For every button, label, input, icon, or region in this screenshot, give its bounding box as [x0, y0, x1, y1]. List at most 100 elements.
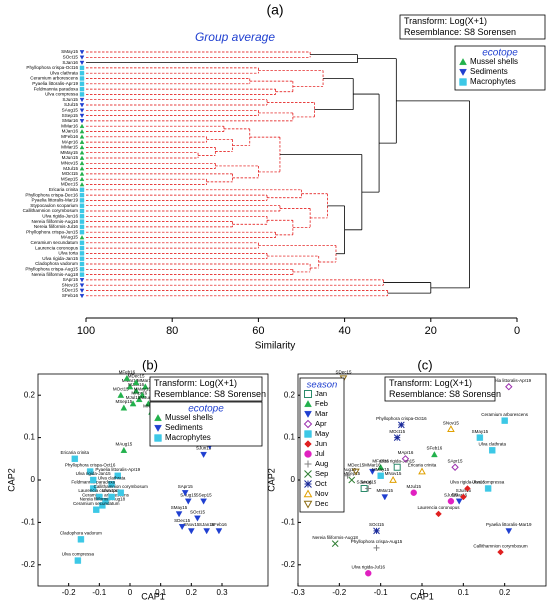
- leaf-label: Phyllophora crispa-Jun15: [26, 229, 78, 234]
- point: [447, 425, 455, 433]
- point: [365, 570, 372, 577]
- point-label: MNov15: [385, 471, 402, 476]
- leaf-label: Cladophora vadorum: [35, 261, 78, 266]
- leaf-label: Pyaelia littoralis-Mar19: [32, 198, 79, 203]
- legend-marker: [304, 400, 312, 407]
- point: [410, 489, 417, 496]
- x-tick-label: 0: [128, 588, 133, 597]
- point-label: MFeb16: [119, 369, 136, 374]
- leaf-label: Ulva torta: [58, 251, 78, 256]
- info-text: Resemblance: S8 Sorensen: [154, 389, 266, 399]
- point-label: Ericaria crinita: [408, 463, 437, 468]
- point-label: Ulva rigida-Jul16: [352, 564, 386, 569]
- leaf-marker: [79, 278, 85, 283]
- point: [373, 527, 380, 535]
- point: [135, 396, 143, 403]
- point: [451, 463, 459, 471]
- point: [455, 498, 463, 505]
- point: [175, 511, 183, 518]
- leaf-marker: [79, 182, 85, 187]
- point: [418, 467, 426, 475]
- point: [120, 446, 128, 453]
- leaf-label: MMay15: [60, 150, 78, 155]
- leaf-label: Nereia filiformis-Aug18: [32, 272, 79, 277]
- point: [114, 472, 121, 479]
- legend-label: Macrophytes: [470, 77, 516, 86]
- legend-label: Mar: [315, 409, 328, 418]
- point-label: MAug15: [115, 442, 132, 447]
- point: [352, 468, 360, 476]
- point: [86, 468, 94, 475]
- y-tick-label: 0.1: [284, 433, 296, 442]
- point: [117, 489, 124, 496]
- point: [460, 493, 467, 501]
- leaf-label: SFeb16: [62, 293, 79, 298]
- leaf-marker: [79, 139, 85, 144]
- legend-marker: [154, 414, 162, 421]
- point: [397, 421, 405, 429]
- point: [200, 498, 207, 505]
- point-label: Nereia filiformis-Aug18: [312, 535, 358, 540]
- leaf-label: Nereia filiformis-Jul16: [34, 224, 79, 229]
- info-text: Resemblance: S8 Sorensen: [404, 27, 516, 37]
- point-label: Ceramium secundatum: [73, 501, 120, 506]
- leaf-marker: [79, 108, 85, 113]
- point: [484, 485, 492, 492]
- point: [120, 404, 128, 411]
- leaf-marker: [79, 92, 85, 97]
- legend-label: Apr: [315, 419, 327, 428]
- leaf-label: Phyllophora crispa-Oct16: [26, 65, 78, 70]
- point-label: Ulva clathrata: [98, 475, 126, 480]
- leaf-label: MMar15: [61, 145, 78, 150]
- point-label: SMar16: [451, 492, 467, 497]
- leaf-marker: [79, 144, 85, 150]
- point: [96, 493, 103, 501]
- leaf-marker: [79, 113, 85, 119]
- leaf-marker: [79, 65, 85, 71]
- info-text: Transform: Log(X+1): [389, 378, 472, 388]
- point: [90, 485, 97, 492]
- point-label: MMar15: [377, 488, 394, 493]
- point-label: MMar15: [137, 378, 154, 383]
- legend-marker: [303, 419, 313, 429]
- point-label: SMay15: [171, 505, 188, 510]
- point-label: Ulva clathrata: [479, 442, 507, 447]
- point: [203, 528, 211, 535]
- leaf-marker: [79, 134, 85, 139]
- y-tick-label: -0.1: [281, 518, 295, 527]
- leaf-label: SMay15: [61, 49, 78, 54]
- leaf-marker: [79, 208, 85, 214]
- leaf-label: Ulva clathrata: [50, 70, 79, 75]
- leaf-label: SApr15: [63, 277, 79, 282]
- point: [476, 434, 484, 441]
- point: [108, 481, 115, 488]
- leaf-label: MSep15: [61, 176, 79, 181]
- legend-label: Jul: [315, 449, 325, 458]
- leaf-label: MJun15: [62, 155, 79, 160]
- point-label: MJun15: [140, 395, 157, 400]
- point: [431, 451, 438, 458]
- x-axis-label: CAP1: [141, 591, 165, 601]
- leaf-label: Ericaria crinita: [49, 187, 79, 192]
- leaf-label: Ceramium arborescens: [30, 76, 78, 81]
- point-label: MMay15: [134, 386, 152, 391]
- leaf-label: MFeb16: [61, 134, 78, 139]
- leaf-marker: [79, 103, 85, 108]
- leaf-marker: [79, 171, 85, 176]
- point: [132, 379, 140, 386]
- legend-label: Nov: [315, 489, 329, 498]
- point: [344, 472, 351, 479]
- point-label: Nereia filiformis-Aug18: [80, 497, 126, 502]
- point: [108, 493, 115, 501]
- point-label: Laurencia coronopus: [418, 505, 461, 510]
- point-label: MJul15: [406, 484, 421, 489]
- legend-marker: [303, 500, 313, 509]
- point: [93, 506, 100, 513]
- point: [138, 391, 146, 398]
- legend-marker: [304, 450, 312, 458]
- y-tick-label: -0.2: [281, 560, 295, 569]
- legend-title: season: [307, 380, 338, 391]
- point-label: Cladophora vadorum: [60, 531, 102, 536]
- legend-marker: [154, 434, 162, 442]
- leaf-marker: [79, 60, 85, 66]
